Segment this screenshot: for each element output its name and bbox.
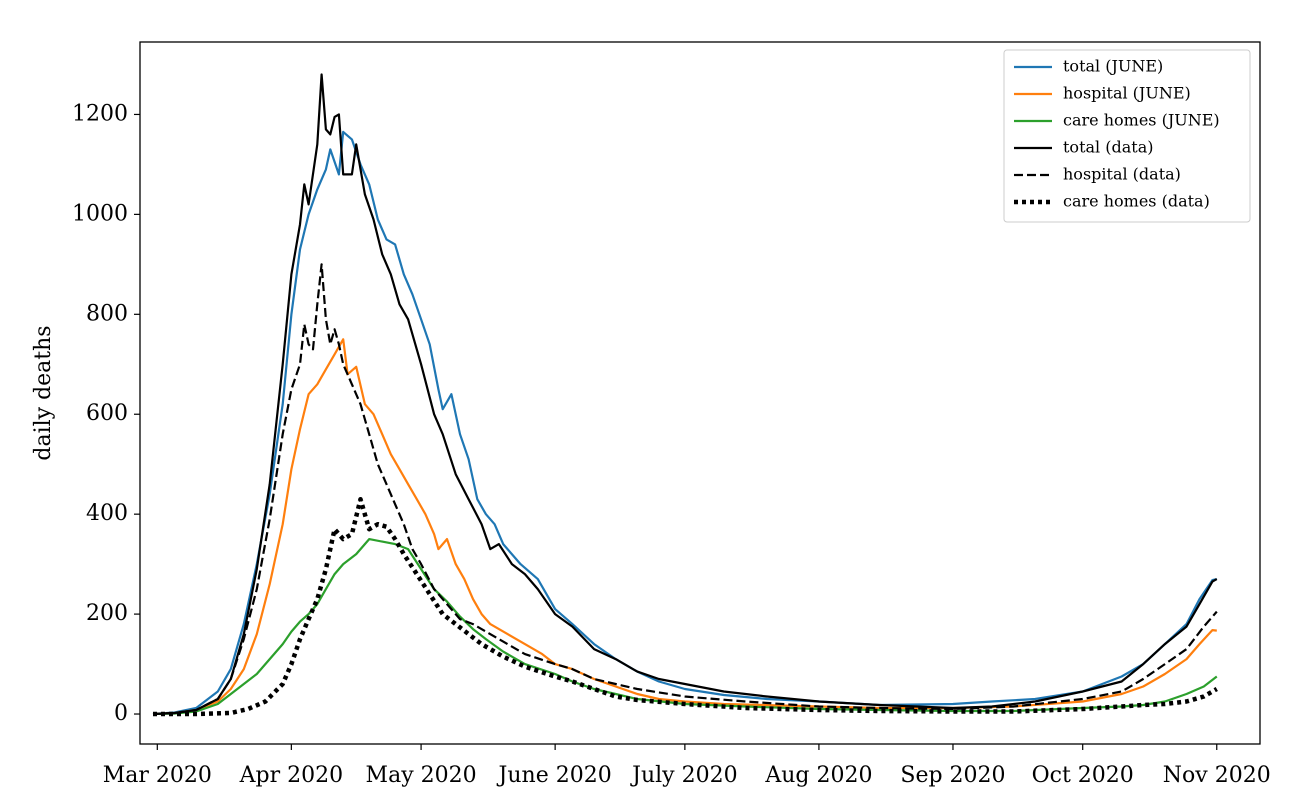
- legend-label-4: total (data): [1063, 138, 1153, 157]
- legend: total (JUNE) hospital (JUNE) care homes (J…: [1003, 49, 1251, 223]
- series-line-6: [153, 496, 1218, 717]
- x-tick-label-8: Oct 2020: [1032, 763, 1134, 788]
- series-line-2: [152, 338, 1217, 716]
- y-tick-label-2: 200: [86, 601, 128, 626]
- x-tick-label-3: May 2020: [366, 763, 477, 788]
- x-tick-label-7: Sep 2020: [900, 763, 1005, 788]
- x-tick-label-9: Nov 2020: [1163, 763, 1271, 788]
- x-tick-label-1: Mar 2020: [103, 763, 212, 788]
- legend-label-3: care homes (JUNE): [1063, 111, 1220, 130]
- y-tick-label-7: 1200: [72, 101, 128, 126]
- x-axis: Mar 2020 Apr 2020 May 2020 June 2020 July 20…: [103, 744, 1271, 788]
- y-tick-label-3: 400: [86, 501, 128, 526]
- legend-box: [1003, 49, 1251, 223]
- legend-label-6: care homes (data): [1063, 192, 1210, 211]
- legend-label-1: total (JUNE): [1063, 57, 1163, 76]
- legend-label-2: hospital (JUNE): [1063, 84, 1191, 103]
- plot-frame: [139, 41, 1261, 745]
- series-line-5: [152, 263, 1218, 716]
- y-tick-label-6: 1000: [72, 201, 128, 226]
- series-line-3: [152, 538, 1218, 716]
- x-tick-label-4: June 2020: [497, 763, 612, 788]
- series-line-1: [152, 130, 1218, 716]
- y-axis-label: daily deaths: [31, 325, 56, 460]
- y-axis: 0 200 400 600 800 1000 1200: [72, 101, 140, 726]
- legend-label-5: hospital (data): [1063, 165, 1181, 184]
- x-tick-label-6: Aug 2020: [764, 763, 872, 788]
- x-tick-label-2: Apr 2020: [239, 763, 343, 788]
- series-layer: [152, 73, 1218, 717]
- y-tick-label-4: 600: [86, 401, 128, 426]
- y-tick-label-5: 800: [86, 301, 128, 326]
- x-tick-label-5: July 2020: [630, 763, 737, 788]
- y-tick-label-1: 0: [114, 701, 128, 726]
